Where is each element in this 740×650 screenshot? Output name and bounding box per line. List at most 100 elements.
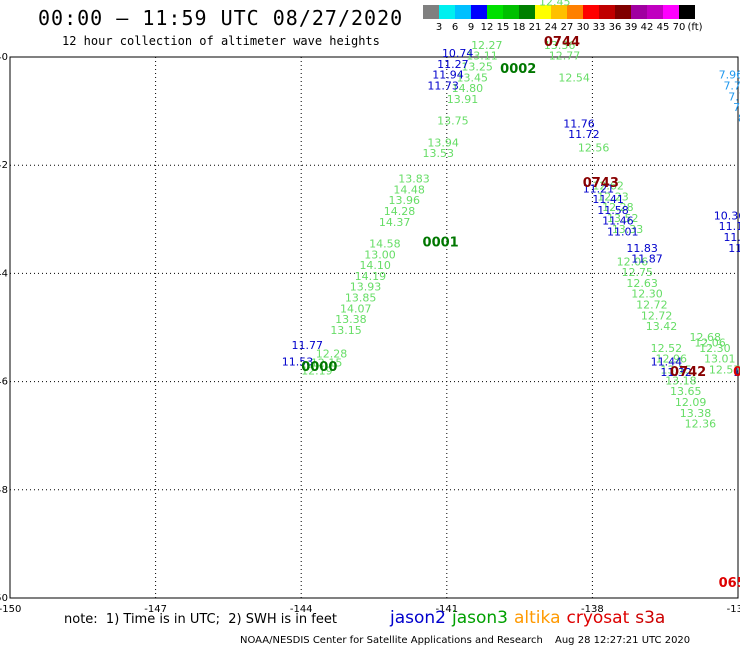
x-tick-label: -150	[0, 604, 21, 615]
y-tick-label: -44	[0, 268, 8, 279]
data-label-altika: 7.92	[733, 101, 740, 114]
data-label-jason2: 11.76	[563, 117, 595, 130]
x-tick-label: -138	[581, 604, 604, 615]
data-label-jason2: 11.72	[568, 128, 600, 141]
data-label-jason3: 13.42	[646, 320, 678, 333]
color-swatch	[503, 5, 519, 19]
color-scale-label: 12	[480, 22, 494, 33]
data-label-jason3: 12.28	[602, 201, 634, 214]
color-swatch	[615, 5, 631, 19]
legend-entry-s3a: s3a	[635, 608, 666, 628]
data-label-jason3: 13.94	[427, 136, 459, 149]
data-label-jason2: 11.21	[583, 182, 615, 195]
satellite-legend: jason2 jason3 altika cryosat s3a	[390, 608, 671, 628]
data-label-jason3: 14.07	[340, 302, 372, 315]
data-label-altika: 8.88	[738, 112, 740, 125]
data-label-jason3: 13.65	[670, 385, 702, 398]
data-label-jason3: 12.57	[709, 363, 740, 376]
plot-frame	[9, 56, 739, 599]
color-scale-label: 27	[560, 22, 574, 33]
color-scale-label: 30	[576, 22, 590, 33]
color-swatch	[471, 5, 487, 19]
color-scale-label: 6	[451, 22, 459, 33]
x-tick-label: -147	[144, 604, 167, 615]
data-label-jason3: 14.37	[379, 216, 411, 229]
data-label-jason3: 12.06	[617, 255, 649, 268]
data-label-jason3: 13.15	[660, 363, 692, 376]
data-label-jason3: 13.45	[457, 71, 489, 84]
time-label: 0743	[583, 176, 619, 191]
credit-text: NOAA/NESDIS Center for Satellite Applica…	[240, 635, 543, 646]
data-label-jason2: 11.41	[592, 193, 624, 206]
data-label-jason3: 12.30	[631, 288, 663, 301]
data-label-altika: 7.74	[723, 79, 740, 92]
data-label-jason2: 11.87	[631, 253, 663, 266]
y-tick-label: -50	[0, 593, 8, 604]
data-label-jason3: 13.91	[447, 93, 479, 106]
color-swatch	[551, 5, 567, 19]
data-label-jason2: 11.36	[733, 366, 740, 379]
data-label-jason2: 11.83	[626, 242, 658, 255]
color-scale-label: 36	[608, 22, 622, 33]
data-label-jason3: 13.93	[350, 281, 382, 294]
data-label-jason3: 13.01	[704, 353, 736, 366]
footer-note: note: 1) Time is in UTC; 2) SWH is in fe…	[64, 612, 337, 627]
data-label-jason3: 12.23	[597, 190, 629, 203]
color-swatch	[535, 5, 551, 19]
legend-entry-jason3: jason3	[452, 608, 508, 628]
legend-entry-jason2: jason2	[390, 608, 446, 628]
data-label-jason3: 13.53	[423, 147, 455, 160]
color-scale-label: 21	[528, 22, 542, 33]
color-swatch	[599, 5, 615, 19]
data-label-jason2: 11.73	[427, 79, 459, 92]
data-label-jason3: 12.72	[641, 309, 673, 322]
data-label-jason2: 11.38	[728, 242, 740, 255]
time-label: 0744	[544, 35, 580, 50]
data-label-jason3: 14.10	[359, 259, 391, 272]
data-label-jason2: 11.53	[282, 355, 314, 368]
data-label-altika: 7.78	[728, 90, 740, 103]
data-label-jason3: 12.06	[694, 336, 726, 349]
color-swatch	[439, 5, 455, 19]
data-label-jason2: 11.44	[651, 355, 683, 368]
color-swatch	[679, 5, 695, 19]
data-label-jason3: 12.30	[699, 342, 731, 355]
data-label-jason2: 11.10	[719, 220, 740, 233]
color-scale-label: 70	[672, 22, 686, 33]
color-scale-bar	[423, 5, 695, 19]
data-label-jason3: 12.15	[311, 356, 343, 369]
data-label-jason3: 13.15	[330, 324, 362, 337]
data-label-altika: 7.96	[719, 69, 740, 82]
color-scale-label: 45	[656, 22, 670, 33]
data-label-jason3: 12.52	[651, 342, 683, 355]
data-label-jason2: 10.36	[714, 209, 740, 222]
y-tick-label: -46	[0, 377, 8, 388]
data-label-jason3: 13.33	[612, 223, 644, 236]
data-label-jason3: 12.75	[622, 266, 654, 279]
data-label-jason3: 13.38	[680, 407, 712, 420]
data-label-jason2: 11.17	[723, 231, 740, 244]
time-label: 0000	[301, 360, 337, 375]
data-label-jason3: 13.83	[398, 173, 430, 186]
time-label: 0002	[500, 62, 536, 77]
color-scale-label: 3	[435, 22, 443, 33]
legend-entry-altika: altika	[514, 608, 561, 628]
data-label-jason3: 13.25	[461, 61, 493, 74]
data-label-jason3: 12.77	[549, 50, 581, 63]
y-tick-label: -48	[0, 485, 8, 496]
legend-entry-cryosat: cryosat	[566, 608, 630, 628]
color-swatch	[423, 5, 439, 19]
data-label-jason3: 13.18	[665, 374, 697, 387]
time-label: 0001	[423, 235, 459, 250]
data-label-jason3: 13.00	[364, 248, 396, 261]
data-label-jason3: 12.68	[689, 331, 721, 344]
data-label-jason3: 14.58	[369, 237, 401, 250]
data-label-jason3: 13.36	[544, 39, 576, 52]
time-label: 0653	[719, 576, 740, 591]
color-swatch	[631, 5, 647, 19]
x-tick-label: -144	[290, 604, 313, 615]
data-label-jason3: 14.19	[355, 270, 387, 283]
color-scale-label: (ft)	[687, 22, 703, 33]
data-label-jason2: 11.46	[602, 215, 634, 228]
color-swatch	[487, 5, 503, 19]
